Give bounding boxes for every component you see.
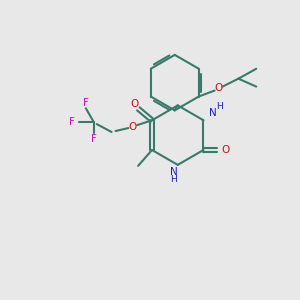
Text: F: F (91, 134, 97, 144)
Text: N: N (170, 167, 178, 177)
Text: H: H (216, 102, 223, 111)
Text: F: F (69, 117, 75, 127)
Text: F: F (83, 98, 89, 108)
Text: O: O (221, 145, 230, 155)
Text: H: H (170, 175, 177, 184)
Text: O: O (214, 82, 223, 93)
Text: O: O (128, 122, 136, 132)
Text: O: O (130, 99, 139, 109)
Text: N: N (208, 108, 216, 118)
